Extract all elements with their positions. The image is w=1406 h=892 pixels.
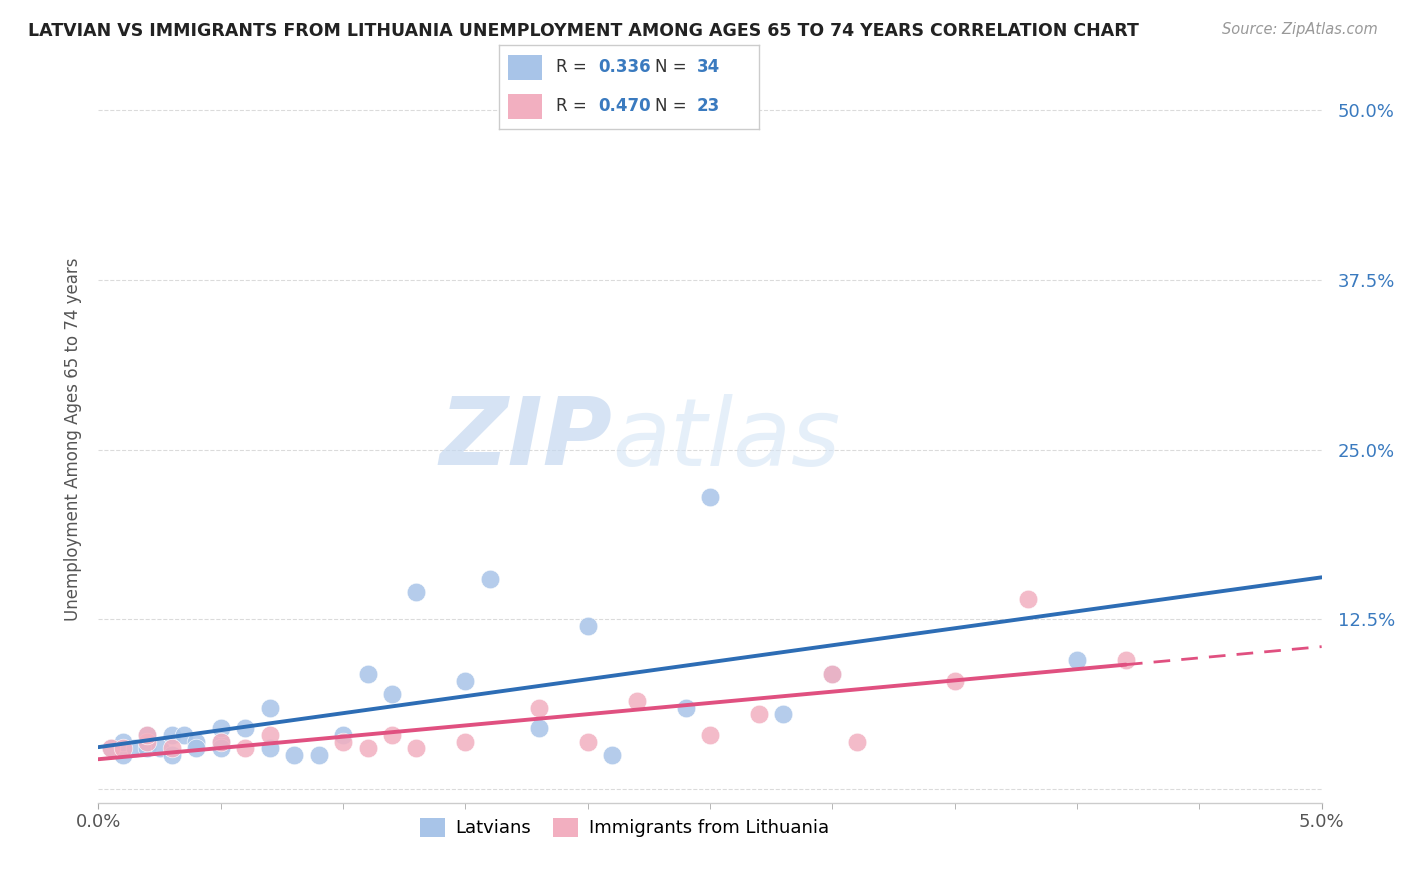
Point xyxy=(748,707,770,722)
FancyBboxPatch shape xyxy=(508,54,543,80)
Point xyxy=(160,748,183,763)
Point xyxy=(675,700,697,714)
Point xyxy=(381,728,404,742)
Point xyxy=(699,490,721,504)
Point xyxy=(209,734,232,748)
Point xyxy=(845,734,868,748)
Text: Source: ZipAtlas.com: Source: ZipAtlas.com xyxy=(1222,22,1378,37)
Point xyxy=(576,619,599,633)
Point xyxy=(136,728,159,742)
Point xyxy=(626,694,648,708)
Point xyxy=(186,741,208,756)
Text: 34: 34 xyxy=(697,59,720,77)
Point xyxy=(1017,591,1039,606)
Text: atlas: atlas xyxy=(612,393,841,485)
Text: 0.470: 0.470 xyxy=(598,97,651,115)
Point xyxy=(259,741,281,756)
Text: ZIP: ZIP xyxy=(439,393,612,485)
Point xyxy=(124,741,146,756)
Point xyxy=(356,666,378,681)
Text: R =: R = xyxy=(557,97,592,115)
Point xyxy=(527,700,550,714)
Point xyxy=(259,700,281,714)
Point xyxy=(100,741,122,756)
Point xyxy=(821,666,844,681)
Point xyxy=(1066,653,1088,667)
Point xyxy=(454,673,477,688)
Text: N =: N = xyxy=(655,59,692,77)
Point xyxy=(111,734,134,748)
Point xyxy=(332,728,354,742)
Point xyxy=(111,748,134,763)
Point xyxy=(186,734,208,748)
Point xyxy=(136,741,159,756)
FancyBboxPatch shape xyxy=(508,94,543,120)
Point xyxy=(259,728,281,742)
Point xyxy=(149,741,172,756)
Point xyxy=(209,741,232,756)
Legend: Latvians, Immigrants from Lithuania: Latvians, Immigrants from Lithuania xyxy=(412,811,837,845)
Point xyxy=(1115,653,1137,667)
Point xyxy=(136,734,159,748)
Point xyxy=(160,741,183,756)
Point xyxy=(943,673,966,688)
Point xyxy=(527,721,550,735)
Point xyxy=(332,734,354,748)
Point xyxy=(405,741,427,756)
Text: N =: N = xyxy=(655,97,692,115)
Point xyxy=(699,728,721,742)
Point xyxy=(454,734,477,748)
Point xyxy=(160,728,183,742)
Point xyxy=(405,585,427,599)
Point xyxy=(173,728,195,742)
Point xyxy=(283,748,305,763)
Point xyxy=(478,572,501,586)
Text: 0.336: 0.336 xyxy=(598,59,651,77)
Point xyxy=(821,666,844,681)
Point xyxy=(209,734,232,748)
Point xyxy=(100,741,122,756)
Text: 23: 23 xyxy=(697,97,720,115)
Point xyxy=(233,741,256,756)
Point xyxy=(600,748,623,763)
Point xyxy=(308,748,330,763)
Point xyxy=(772,707,794,722)
Y-axis label: Unemployment Among Ages 65 to 74 years: Unemployment Among Ages 65 to 74 years xyxy=(63,258,82,621)
Point xyxy=(576,734,599,748)
Point xyxy=(209,721,232,735)
Point xyxy=(233,721,256,735)
Point xyxy=(356,741,378,756)
Point xyxy=(381,687,404,701)
Text: R =: R = xyxy=(557,59,592,77)
Point xyxy=(111,741,134,756)
Point xyxy=(136,728,159,742)
Text: LATVIAN VS IMMIGRANTS FROM LITHUANIA UNEMPLOYMENT AMONG AGES 65 TO 74 YEARS CORR: LATVIAN VS IMMIGRANTS FROM LITHUANIA UNE… xyxy=(28,22,1139,40)
